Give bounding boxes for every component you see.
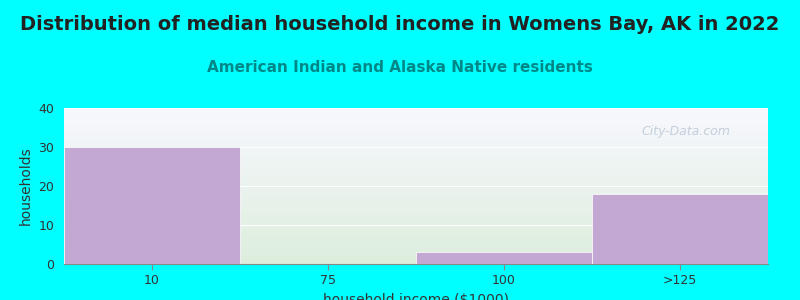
Text: Distribution of median household income in Womens Bay, AK in 2022: Distribution of median household income … xyxy=(20,15,780,34)
Text: City-Data.com: City-Data.com xyxy=(642,125,730,138)
X-axis label: household income ($1000): household income ($1000) xyxy=(323,293,509,300)
Bar xyxy=(592,194,768,264)
Y-axis label: households: households xyxy=(19,147,33,225)
Bar xyxy=(64,147,240,264)
Bar xyxy=(416,252,592,264)
Text: American Indian and Alaska Native residents: American Indian and Alaska Native reside… xyxy=(207,60,593,75)
